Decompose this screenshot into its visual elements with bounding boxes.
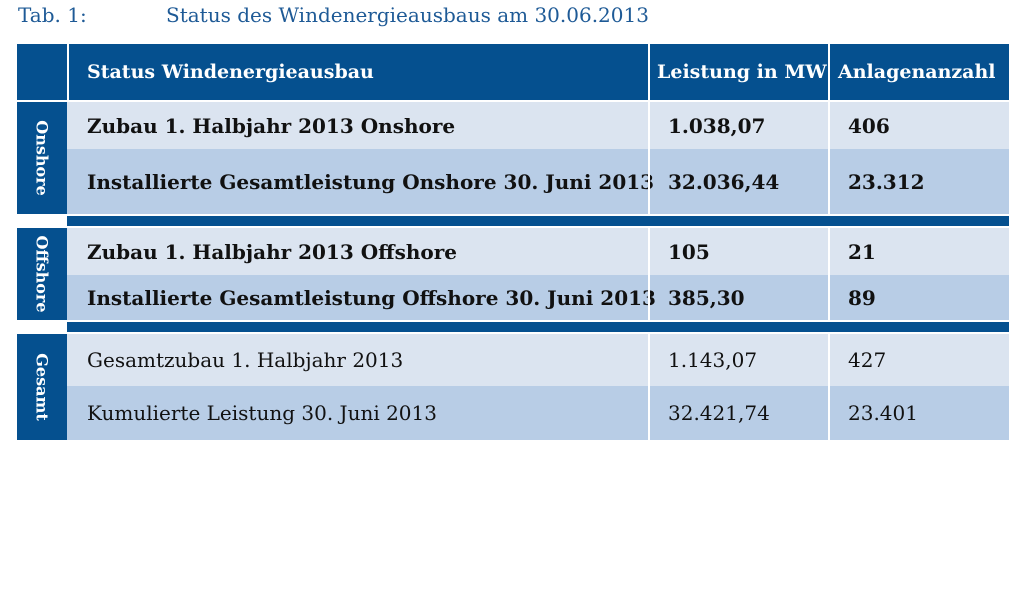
group-rule [17, 320, 1009, 322]
header-divider [828, 44, 830, 100]
column-divider [648, 102, 650, 149]
cell-leistung: 32.421,74 [668, 401, 770, 425]
column-divider [648, 334, 650, 386]
cell-status: Zubau 1. Halbjahr 2013 Offshore [87, 239, 457, 264]
group-label-gesamt: Gesamt [17, 334, 67, 440]
cell-leistung: 385,30 [668, 285, 745, 310]
table-row: Kumulierte Leistung 30. Juni 2013 32.421… [67, 386, 1009, 440]
cell-status: Gesamtzubau 1. Halbjahr 2013 [87, 348, 404, 372]
group-label-offshore: Offshore [17, 228, 67, 320]
cell-status: Zubau 1. Halbjahr 2013 Onshore [87, 113, 456, 138]
cell-leistung: 1.143,07 [668, 348, 758, 372]
column-divider [648, 149, 650, 214]
cell-leistung: 105 [668, 239, 710, 264]
cell-status: Installierte Gesamtleistung Offshore 30.… [87, 285, 656, 310]
column-divider [648, 228, 650, 275]
cell-anlagen: 23.312 [848, 169, 925, 194]
caption-label: Tab. 1: [18, 3, 87, 27]
column-divider [828, 102, 830, 149]
cell-leistung: 32.036,44 [668, 169, 780, 194]
group-label-onshore: Onshore [17, 102, 67, 214]
column-divider [648, 386, 650, 440]
group-rule [17, 226, 1009, 228]
header-anlagen: Anlagenanzahl [838, 61, 996, 83]
header-status: Status Windenergieausbau [87, 61, 374, 83]
cell-anlagen: 21 [848, 239, 876, 264]
group-rule [17, 214, 1009, 216]
group-separator-band [67, 322, 1009, 332]
column-divider [828, 334, 830, 386]
cell-anlagen: 89 [848, 285, 876, 310]
cell-anlagen: 23.401 [848, 401, 918, 425]
header-leistung: Leistung in MW [657, 61, 827, 83]
column-divider [648, 275, 650, 320]
column-divider [828, 275, 830, 320]
table-row: Zubau 1. Halbjahr 2013 Onshore 1.038,07 … [67, 102, 1009, 149]
table-row: Zubau 1. Halbjahr 2013 Offshore 105 21 [67, 228, 1009, 275]
column-divider [828, 228, 830, 275]
table-row: Installierte Gesamtleistung Offshore 30.… [67, 275, 1009, 320]
caption-title: Status des Windenergieausbaus am 30.06.2… [166, 3, 649, 27]
table-header-row: Status Windenergieausbau Leistung in MW … [17, 44, 1009, 100]
group-rule [17, 332, 1009, 334]
cell-anlagen: 406 [848, 113, 890, 138]
column-divider [828, 386, 830, 440]
table-row: Installierte Gesamtleistung Onshore 30. … [67, 149, 1009, 214]
header-divider [67, 44, 69, 100]
column-divider [828, 149, 830, 214]
group-separator-band [67, 216, 1009, 226]
header-divider [648, 44, 650, 100]
cell-status: Kumulierte Leistung 30. Juni 2013 [87, 401, 437, 425]
table-row: Gesamtzubau 1. Halbjahr 2013 1.143,07 42… [67, 334, 1009, 386]
cell-status: Installierte Gesamtleistung Onshore 30. … [87, 169, 655, 194]
cell-leistung: 1.038,07 [668, 113, 766, 138]
header-rule [17, 100, 1009, 102]
cell-anlagen: 427 [848, 348, 887, 372]
